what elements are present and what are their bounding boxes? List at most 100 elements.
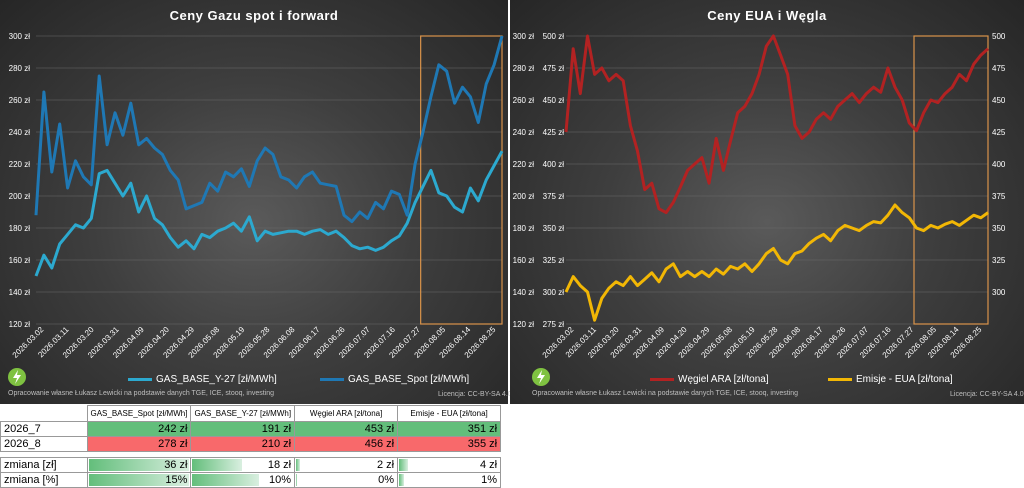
legend-label-gas-y27: GAS_BASE_Y-27 [zł/MWh] <box>156 374 277 385</box>
table-header-eua: Emisje - EUA [zł/tona] <box>397 405 502 422</box>
y-tick-label: 325 zł <box>543 256 565 265</box>
y-tick-label: 180 zł <box>513 224 535 233</box>
data-bar <box>192 459 242 471</box>
legend-gas-spot: GAS_BASE_Spot [zł/MWh] <box>320 374 469 385</box>
y-tick-label: 220 zł <box>9 160 31 169</box>
table-cell: 18 zł <box>190 457 296 473</box>
table-cell: 2 zł <box>294 457 399 473</box>
cell-value: 2 zł <box>376 459 395 471</box>
author-logo-icon <box>8 368 26 386</box>
y-tick-label: 200 zł <box>9 192 31 201</box>
y-tick-label: 160 zł <box>9 256 31 265</box>
cell-value: 18 zł <box>267 459 292 471</box>
legend-eua: Emisje - EUA [zł/tona] <box>828 374 953 385</box>
eua-coal-chart-svg: 120 zł 275 zł 140 zł 300 zł 160 zł 325 zł 180 … <box>513 32 1006 360</box>
cell-value: 0% <box>378 474 395 486</box>
row-label: zmiana [%] <box>0 472 88 488</box>
y-tick-label: 280 zł <box>9 64 31 73</box>
y-tick-label: 475 zł <box>543 64 565 73</box>
y-tick-label: 375 <box>992 192 1006 201</box>
table-header-row: GAS_BASE_Spot [zł/MWh] GAS_BASE_Y-27 [zł… <box>1 405 502 422</box>
y-tick-label: 500 zł <box>543 32 565 41</box>
y-tick-label: 425 zł <box>543 128 565 137</box>
table-header-empty <box>1 406 88 422</box>
legend-label-eua: Emisje - EUA [zł/tona] <box>856 374 953 385</box>
y-tick-label: 425 <box>992 128 1006 137</box>
legend-label-coal: Węgiel ARA [zł/tona] <box>678 374 769 385</box>
y-tick-label: 300 zł <box>9 32 31 41</box>
table-row: 2026_7 242 zł 191 zł 453 zł 351 zł <box>0 421 502 437</box>
y-tick-label: 350 zł <box>543 224 565 233</box>
summary-table: GAS_BASE_Spot [zł/MWh] GAS_BASE_Y-27 [zł… <box>0 405 502 488</box>
table-cell: 453 zł <box>294 421 399 437</box>
eua-coal-chart-footer: Opracowanie własne Łukasz Lewicki na pod… <box>532 390 799 397</box>
data-bar <box>399 459 409 471</box>
table-cell: 210 zł <box>190 436 296 452</box>
table-cell: 456 zł <box>294 436 399 452</box>
legend-coal: Węgiel ARA [zł/tona] <box>650 374 769 385</box>
table-header-gas-y27: GAS_BASE_Y-27 [zł/MWh] <box>190 405 296 422</box>
series-line-0 <box>34 150 504 277</box>
cell-value: 36 zł <box>164 459 188 471</box>
gas-chart-panel: Ceny Gazu spot i forward 120 zł 140 zł 160… <box>0 0 512 404</box>
data-bar <box>88 459 190 471</box>
legend-swatch-gas-spot <box>320 378 344 381</box>
table-cell: 1% <box>397 472 502 488</box>
table-row: zmiana [%] 15% 10% 0% 1% <box>0 472 502 488</box>
cell-value: 1% <box>481 474 498 486</box>
legend-gas-y27: GAS_BASE_Y-27 [zł/MWh] <box>128 374 277 385</box>
cell-value: 15% <box>165 474 188 486</box>
y-tick-label: 280 zł <box>513 64 535 73</box>
row-label: 2026_7 <box>0 421 88 437</box>
y-tick-label: 220 zł <box>513 160 535 169</box>
legend-swatch-coal <box>650 378 674 381</box>
table-row: zmiana [zł] 36 zł 18 zł 2 zł 4 zł <box>0 457 502 473</box>
legend-swatch-gas-y27 <box>128 378 152 381</box>
y-tick-label: 450 zł <box>543 96 565 105</box>
series-line-1 <box>564 203 989 322</box>
y-tick-label: 240 zł <box>513 128 535 137</box>
y-tick-label: 120 zł <box>9 320 31 329</box>
y-tick-label: 260 zł <box>9 96 31 105</box>
data-bar <box>192 474 260 486</box>
y-tick-label: 475 <box>992 64 1006 73</box>
y-tick-label: 260 zł <box>513 96 535 105</box>
y-tick-label: 200 zł <box>513 192 535 201</box>
data-bar <box>88 474 190 486</box>
y-tick-label: 300 <box>992 288 1006 297</box>
data-bar <box>296 459 301 471</box>
cell-value: 4 zł <box>479 459 498 471</box>
data-bar <box>296 474 298 486</box>
gas-chart-footer: Opracowanie własne Łukasz Lewicki na pod… <box>8 390 275 397</box>
y-tick-label: 400 <box>992 160 1006 169</box>
y-tick-label: 180 zł <box>9 224 31 233</box>
y-tick-label: 240 zł <box>9 128 31 137</box>
table-cell: 0% <box>294 472 399 488</box>
highlight-box <box>420 35 503 325</box>
eua-coal-chart-title: Ceny EUA i Węgla <box>707 8 827 23</box>
y-tick-label: 400 zł <box>543 160 565 169</box>
table-cell: 242 zł <box>86 421 192 437</box>
table-cell: 191 zł <box>190 421 296 437</box>
author-logo-icon <box>532 368 550 386</box>
y-tick-label: 120 zł <box>513 320 535 329</box>
y-tick-label: 500 <box>992 32 1006 41</box>
y-tick-label: 275 zł <box>543 320 565 329</box>
y-tick-label: 450 <box>992 96 1006 105</box>
table-cell: 278 zł <box>86 436 192 452</box>
data-bar <box>399 474 405 486</box>
cell-value: 10% <box>269 474 292 486</box>
eua-coal-chart-panel: Ceny EUA i Węgla 120 zł 275 zł 140 zł 300 z… <box>510 0 1024 404</box>
row-label: 2026_8 <box>0 436 88 452</box>
y-tick-label: 375 zł <box>543 192 565 201</box>
y-tick-label: 300 zł <box>513 32 535 41</box>
table-cell: 4 zł <box>397 457 502 473</box>
legend-swatch-eua <box>828 378 852 381</box>
table-cell: 351 zł <box>397 421 502 437</box>
y-tick-label: 325 <box>992 256 1006 265</box>
table-cell: 355 zł <box>397 436 502 452</box>
legend-label-gas-spot: GAS_BASE_Spot [zł/MWh] <box>348 374 470 385</box>
table-cell: 10% <box>190 472 296 488</box>
table-row: 2026_8 278 zł 210 zł 456 zł 355 zł <box>0 436 502 452</box>
y-tick-label: 140 zł <box>513 288 535 297</box>
